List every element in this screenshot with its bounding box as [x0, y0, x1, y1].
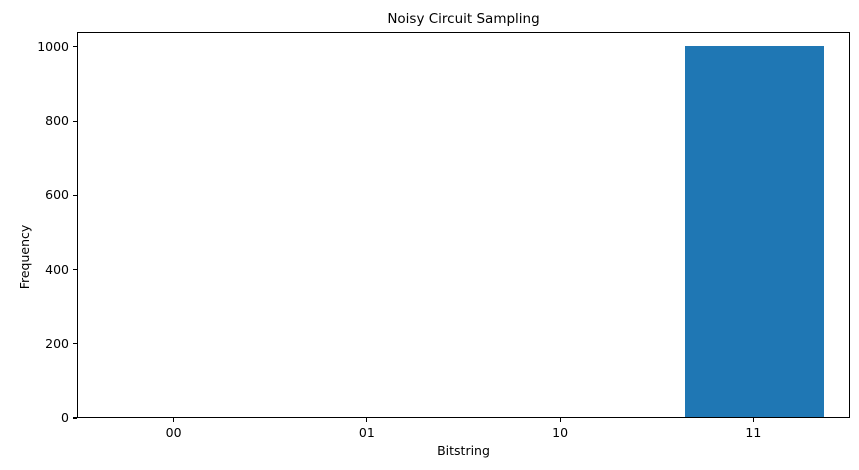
- chart-title: Noisy Circuit Sampling: [387, 11, 540, 27]
- x-tick-mark: [752, 418, 754, 422]
- y-tick-mark: [73, 417, 77, 419]
- y-tick-mark: [73, 194, 77, 196]
- y-tick: 600: [45, 187, 77, 203]
- x-tick-mark: [366, 418, 368, 422]
- x-tick-label: 10: [552, 425, 569, 440]
- y-tick-label: 600: [45, 187, 69, 203]
- y-tick: 400: [45, 262, 77, 278]
- x-tick-mark: [559, 418, 561, 422]
- y-tick-mark: [73, 120, 77, 122]
- y-tick: 1000: [37, 39, 77, 55]
- x-tick-11: 11: [708, 418, 798, 440]
- y-tick-label: 400: [45, 261, 69, 277]
- y-axis: 0 200 400 600 800 1000 Frequency: [0, 32, 77, 425]
- x-tick-label: 00: [165, 425, 182, 440]
- x-tick-label: 01: [358, 425, 375, 440]
- x-tick-01: 01: [322, 418, 412, 440]
- y-tick-label: 1000: [37, 38, 69, 54]
- x-tick-00: 00: [129, 418, 219, 440]
- y-tick: 200: [45, 336, 77, 352]
- x-tick-10: 10: [515, 418, 605, 440]
- y-axis-label: Frequency: [17, 224, 32, 290]
- y-tick-mark: [73, 343, 77, 345]
- y-tick: 0: [61, 410, 77, 426]
- y-tick-mark: [73, 46, 77, 48]
- bar-11: [684, 45, 824, 417]
- y-tick-label: 0: [61, 410, 69, 425]
- x-axis-label: Bitstring: [437, 443, 490, 458]
- y-tick-label: 800: [45, 113, 69, 129]
- x-tick-label: 11: [745, 425, 762, 440]
- y-tick: 800: [45, 113, 77, 129]
- x-tick-mark: [173, 418, 175, 422]
- x-axis: 00 01 10 11: [77, 418, 850, 448]
- plot-area: [77, 32, 850, 418]
- y-tick-mark: [73, 268, 77, 271]
- y-tick-label: 200: [45, 335, 69, 351]
